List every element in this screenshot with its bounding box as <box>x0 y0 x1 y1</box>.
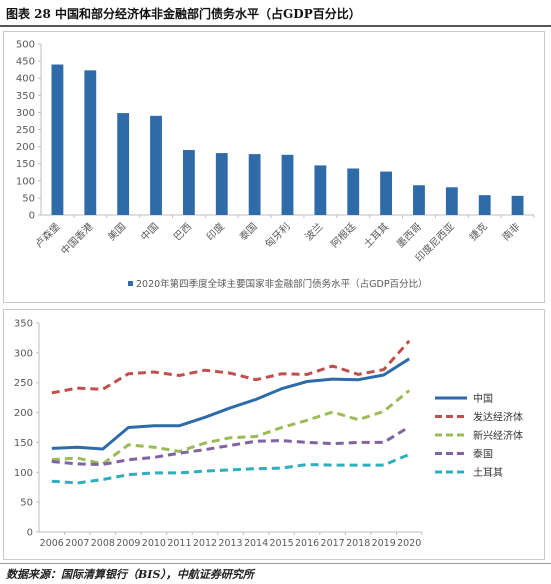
bar <box>117 113 130 215</box>
y-tick-label: 250 <box>16 125 35 136</box>
x-tick-label: 2011 <box>167 538 191 549</box>
series-line <box>51 425 410 466</box>
bar <box>215 153 228 215</box>
bar <box>511 195 524 215</box>
series-line <box>51 357 411 451</box>
bar-chart-panel: 0 50 100 150 200 250 300 350 400 450 500 卢森堡 中国香港 美国中… <box>3 31 545 303</box>
x-tick-label: 2007 <box>65 538 89 549</box>
x-tick-label: 印度 <box>204 220 227 243</box>
x-tick-label: 土耳其 <box>361 220 391 250</box>
x-tick-label: 中国 <box>138 220 161 243</box>
series-line <box>51 453 410 485</box>
y-tick-label: 0 <box>27 528 33 539</box>
bar <box>314 165 327 215</box>
figure-title: 图表 28 中国和部分经济体非金融部门债务水平（占GDP百分比） <box>6 7 361 21</box>
source-divider <box>0 563 551 564</box>
x-tick-label: 2017 <box>321 538 345 549</box>
legend-label: 发达经济体 <box>473 411 523 424</box>
bar <box>84 70 97 215</box>
x-tick-label: 波兰 <box>302 220 325 243</box>
x-tick-label: 南非 <box>499 220 522 243</box>
bar <box>281 154 294 215</box>
legend-label: 土耳其 <box>473 466 503 479</box>
y-tick-label: 0 <box>29 211 35 222</box>
x-tick-label: 巴西 <box>171 221 194 244</box>
y-tick-label: 50 <box>22 193 35 204</box>
bar <box>150 115 162 215</box>
y-tick-label: 150 <box>16 159 35 170</box>
line-chart-panel: 0 50 100 150 200 250 300 350 2006 2007 2008 2009 201… <box>3 309 545 560</box>
y-tick-label: 350 <box>14 319 33 330</box>
x-tick-label: 捷克 <box>466 220 489 243</box>
x-tick-label: 2018 <box>346 538 370 549</box>
bar <box>347 168 360 215</box>
legend-swatch <box>128 281 133 286</box>
legend-label: 新兴经济体 <box>473 429 523 442</box>
x-tick-label: 2009 <box>116 538 140 549</box>
series-line <box>51 389 411 466</box>
title-divider <box>0 25 551 27</box>
legend-label: 2020年第四季度全球主要国家非金融部门债务水平（占GDP百分比） <box>136 278 428 290</box>
x-tick-label: 阿根廷 <box>328 220 358 250</box>
series-line <box>51 339 411 395</box>
bar <box>182 150 195 215</box>
y-tick-label: 500 <box>16 40 35 51</box>
x-tick-label: 卢森堡 <box>32 220 62 250</box>
bar <box>413 185 425 215</box>
x-tick-label: 2013 <box>218 538 242 549</box>
y-tick-label: 100 <box>14 468 33 479</box>
x-tick-label: 2020 <box>397 538 421 549</box>
y-tick-label: 400 <box>16 74 35 85</box>
x-tick-label: 2015 <box>269 538 293 549</box>
x-tick-label: 中国香港 <box>58 220 95 257</box>
x-tick-label: 2006 <box>40 538 64 549</box>
figure-header: 图表 28 中国和部分经济体非金融部门债务水平（占GDP百分比） <box>0 0 551 27</box>
legend-label: 中国 <box>473 392 493 405</box>
y-tick-label: 150 <box>14 438 33 449</box>
source-note: 数据来源：国际清算银行（BIS），中航证券研究所 <box>6 568 254 581</box>
y-tick-label: 300 <box>14 348 33 359</box>
x-tick-label: 2019 <box>372 538 396 549</box>
bar-chart: 0 50 100 150 200 250 300 350 400 450 500 卢森堡中国香港 美国中… <box>16 40 535 290</box>
x-tick-label: 美国 <box>105 220 128 243</box>
y-tick-label: 50 <box>20 498 33 509</box>
bar <box>51 64 64 215</box>
y-tick-label: 200 <box>14 408 33 419</box>
x-tick-label: 2014 <box>244 538 268 549</box>
bar <box>380 171 393 215</box>
y-tick-label: 200 <box>16 142 35 153</box>
bar <box>478 195 491 215</box>
x-tick-label: 匈牙利 <box>262 220 292 250</box>
x-tick-label: 2016 <box>295 538 319 549</box>
bar-legend: 2020年第四季度全球主要国家非金融部门债务水平（占GDP百分比） <box>128 278 428 290</box>
y-tick-label: 450 <box>16 57 35 68</box>
y-tick-label: 350 <box>16 91 35 102</box>
bar <box>445 187 458 215</box>
x-tick-label: 泰国 <box>236 220 259 243</box>
y-tick-label: 250 <box>14 378 33 389</box>
x-tick-label: 2010 <box>142 538 166 549</box>
x-tick-label: 墨西哥 <box>394 221 424 251</box>
legend-label: 泰国 <box>473 448 493 461</box>
x-tick-label: 2012 <box>193 538 217 549</box>
y-tick-label: 300 <box>16 108 35 119</box>
bar <box>248 154 261 215</box>
x-tick-label: 2008 <box>91 538 115 549</box>
y-tick-label: 100 <box>16 176 35 187</box>
